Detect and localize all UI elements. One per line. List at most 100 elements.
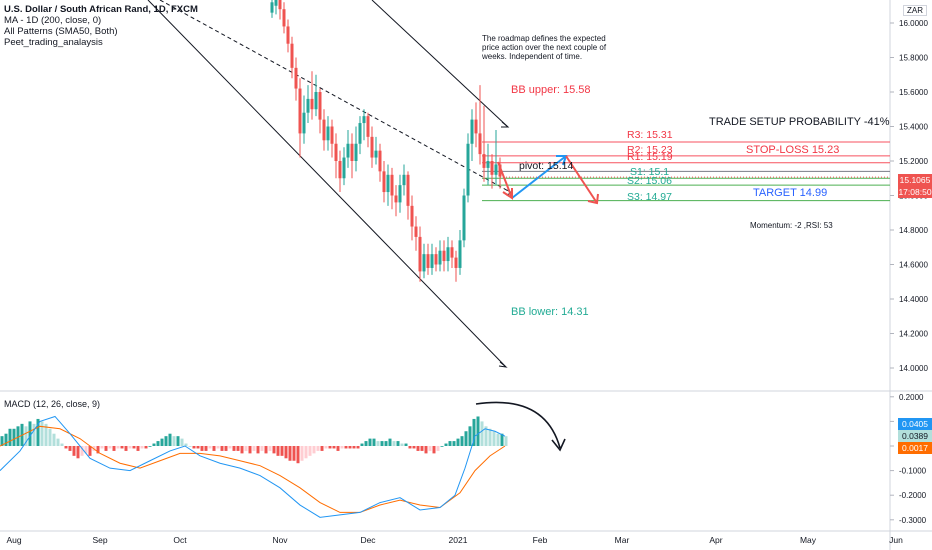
candle-body [314,92,318,110]
macd-histogram-bar [492,431,496,446]
macd-histogram-bar [192,446,196,449]
macd-histogram-bar [300,446,304,461]
roadmap-note: The roadmap defines the expected price a… [482,34,607,61]
macd-histogram-bar [60,443,64,446]
roadmap-arrowhead-down [502,188,513,200]
price-tick-label: 14.8000 [899,226,928,235]
candle-body [494,164,498,175]
macd-histogram-bar [456,438,460,446]
candle-body [358,123,362,144]
macd-histogram-bar [352,446,356,449]
candle-body [386,174,390,193]
signal-value-badge: 0.0017 [898,442,932,454]
macd-histogram-bar [204,446,208,451]
macd-value-badge: 0.0405 [898,418,932,430]
candle-body [318,92,322,120]
time-tick-label: May [800,535,817,545]
symbol-title[interactable]: U.S. Dollar / South African Rand, 1D, FX… [4,4,198,15]
channel-arrowhead [498,361,508,368]
macd-histogram-bar [168,433,172,446]
candle-body [390,174,394,196]
macd-histogram-bar [40,421,44,446]
candle-body [366,116,370,137]
candle-body [414,226,418,237]
study-peet[interactable]: Peet_trading_analaysis [4,37,103,48]
macd-histogram-bar [480,421,484,446]
macd-histogram-bar [344,446,348,449]
candle-body [294,67,298,89]
macd-histogram-bar [96,446,100,454]
stop-loss-label: STOP-LOSS 15.23 [746,144,840,156]
macd-histogram-bar [472,418,476,446]
macd-histogram-bar [240,446,244,454]
candle-body [402,174,406,186]
macd-histogram-bar [304,446,308,459]
macd-histogram-bar [208,446,212,449]
candle-body [334,143,338,161]
macd-tick-label: -0.1000 [899,467,927,476]
bb-lower-label: BB lower: 14.31 [511,306,589,318]
macd-line [0,415,506,518]
macd-histogram-bar [8,428,12,446]
currency-badge[interactable]: ZAR [903,5,927,16]
time-tick-label: Nov [272,535,288,545]
study-ma[interactable]: MA - 1D (200, close, 0) [4,15,102,26]
macd-histogram-bar [356,446,360,449]
macd-histogram-bar [336,446,340,451]
histogram-value-badge: 0.0389 [898,430,932,442]
bb-upper-label: BB upper: 15.58 [511,84,591,96]
price-tick-label: 14.4000 [899,295,928,304]
candle-body [498,164,502,177]
macd-histogram-bar [272,446,276,454]
macd-histogram-bar [132,446,136,449]
countdown-badge: 17:08:50 [898,186,932,198]
roadmap-arrow-down-1 [497,161,513,199]
r1-label: R1: 15.19 [627,151,673,163]
candle-body [410,205,414,227]
macd-histogram-bar [452,441,456,446]
macd-histogram-bar [4,433,8,446]
candle-body [350,143,354,161]
channel-upper-line [371,0,509,128]
roadmap-arrowhead-down [587,193,599,205]
candle-body [470,119,474,144]
candle-body [310,98,314,110]
macd-histogram-bar [232,446,236,451]
r3-label: R3: 15.31 [627,129,673,141]
macd-histogram-bar [252,446,256,451]
macd-histogram-bar [76,446,80,459]
macd-title[interactable]: MACD (12, 26, close, 9) [4,399,101,409]
time-tick-label: Aug [6,535,21,545]
macd-histogram-bar [196,446,200,449]
macd-histogram-bar [140,446,144,449]
candle-body [326,126,330,141]
time-tick-label: Feb [533,535,548,545]
macd-histogram-bar [504,436,508,446]
macd-histogram-bar [308,446,312,456]
macd-histogram-bar [128,446,132,449]
macd-histogram-bar [84,446,88,454]
candle-body [306,98,310,113]
macd-histogram-bar [388,438,392,446]
macd-histogram-bar [340,446,344,449]
macd-histogram-bar [424,446,428,454]
candle-body [374,150,378,158]
macd-histogram-bar [280,446,284,456]
target-label: TARGET 14.99 [753,187,828,199]
macd-histogram-bar [380,441,384,446]
macd-histogram-bar [284,446,288,459]
macd-histogram-bar [68,446,72,451]
study-patterns[interactable]: All Patterns (SMA50, Both) [4,26,118,37]
candle-body [382,171,386,193]
macd-histogram-bar [420,446,424,451]
candle-body [490,161,494,175]
macd-histogram-bar [500,433,504,446]
macd-histogram-bar [416,446,420,451]
macd-histogram-bar [80,446,84,456]
candle-body [322,119,326,141]
candle-body [442,250,446,262]
candle-body [338,161,342,179]
macd-tick-label: -0.3000 [899,516,927,525]
candle-body [462,195,466,241]
